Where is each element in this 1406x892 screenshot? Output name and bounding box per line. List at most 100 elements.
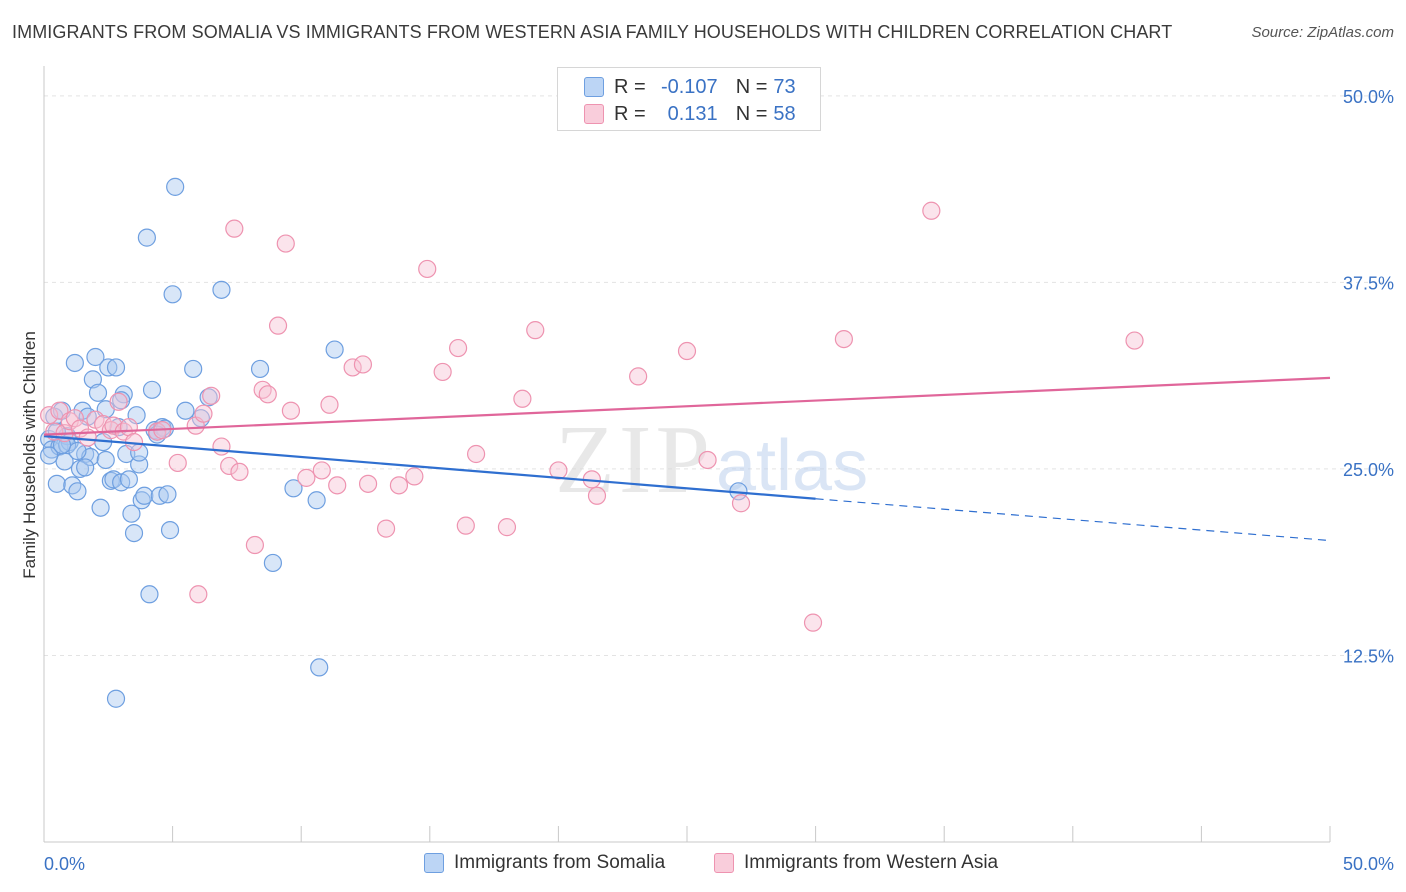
data-point-western-asia xyxy=(389,476,409,495)
data-point-somalia xyxy=(212,280,231,299)
data-point-somalia xyxy=(68,441,87,461)
legend-r-label: R = xyxy=(614,102,646,125)
data-point-western-asia xyxy=(353,355,373,374)
data-point-western-asia xyxy=(202,386,221,405)
legend-item-somalia[interactable]: Immigrants from Somalia xyxy=(424,852,665,874)
data-point-western-asia xyxy=(433,362,452,382)
data-point-somalia xyxy=(40,446,59,465)
legend-n-value-somalia: 73 xyxy=(773,75,796,98)
data-point-western-asia xyxy=(276,234,295,253)
x-tick-label-min: 0.0% xyxy=(44,854,85,874)
source-label: Source: ZipAtlas.com xyxy=(1251,24,1394,41)
data-point-somalia xyxy=(325,340,344,359)
data-point-western-asia xyxy=(220,456,239,476)
y-tick-label: 37.5% xyxy=(1343,273,1394,293)
data-point-western-asia xyxy=(698,450,717,470)
series-legend: Immigrants from Somalia Immigrants from … xyxy=(0,852,1406,878)
data-point-somalia xyxy=(166,177,185,196)
data-point-western-asia xyxy=(803,613,823,632)
legend-label-somalia: Immigrants from Somalia xyxy=(454,852,666,873)
trend-line-extension-somalia xyxy=(815,498,1331,542)
data-point-somalia xyxy=(68,482,87,501)
legend-row-somalia: R = -0.107 N = 73 xyxy=(558,73,796,101)
legend-n-label: N = xyxy=(735,75,768,98)
data-point-western-asia xyxy=(466,444,486,464)
legend-r-label: R = xyxy=(614,75,646,98)
data-point-western-asia xyxy=(40,406,59,425)
legend-r-value-somalia: -0.107 xyxy=(660,75,718,98)
data-point-western-asia xyxy=(189,585,208,604)
data-point-western-asia xyxy=(587,486,607,505)
y-tick-label: 12.5% xyxy=(1343,646,1394,666)
chart-title: IMMIGRANTS FROM SOMALIA VS IMMIGRANTS FR… xyxy=(12,22,1173,42)
data-point-somalia xyxy=(91,498,110,517)
data-point-somalia xyxy=(307,491,326,510)
data-point-western-asia xyxy=(212,437,231,456)
correlation-legend: R = -0.107 N = 73 R = 0.131 N = 58 xyxy=(557,67,821,131)
data-point-western-asia xyxy=(312,461,331,480)
watermark-zip: ZIP xyxy=(555,406,714,514)
data-point-western-asia xyxy=(281,401,301,420)
data-point-western-asia xyxy=(194,404,213,423)
data-point-somalia xyxy=(124,523,144,543)
legend-item-western-asia[interactable]: Immigrants from Western Asia xyxy=(714,852,998,874)
data-point-western-asia xyxy=(1125,331,1144,350)
data-point-somalia xyxy=(65,353,84,373)
data-point-somalia xyxy=(142,380,162,399)
data-point-western-asia xyxy=(456,516,475,535)
data-point-western-asia xyxy=(65,409,84,428)
data-point-somalia xyxy=(163,285,182,304)
data-point-western-asia xyxy=(497,518,517,537)
y-tick-labels: 50.0% 37.5% 25.0% 12.5% xyxy=(1343,87,1394,667)
data-point-somalia xyxy=(140,585,159,604)
data-point-somalia xyxy=(83,370,102,389)
data-point-somalia xyxy=(99,358,118,377)
data-point-western-asia xyxy=(328,476,347,495)
data-point-somalia xyxy=(250,359,270,379)
data-point-western-asia xyxy=(418,259,437,279)
data-point-somalia xyxy=(119,470,138,489)
trend-lines xyxy=(43,376,1331,542)
data-point-somalia xyxy=(96,450,115,470)
legend-row-western-asia: R = 0.131 N = 58 xyxy=(558,100,796,128)
legend-label-western-asia: Immigrants from Western Asia xyxy=(744,852,999,873)
legend-swatch-somalia-bottom xyxy=(424,853,444,873)
data-point-western-asia xyxy=(109,392,128,411)
trend-line-western-asia xyxy=(43,376,1331,436)
data-point-somalia xyxy=(135,486,154,505)
data-point-somalia xyxy=(63,476,82,495)
data-point-western-asia xyxy=(448,338,468,358)
data-point-somalia xyxy=(47,474,66,493)
data-point-somalia xyxy=(184,359,203,379)
data-point-western-asia xyxy=(225,219,244,238)
data-point-somalia xyxy=(150,486,169,505)
y-tick-label: 50.0% xyxy=(1343,87,1394,107)
data-point-somalia xyxy=(310,658,329,677)
data-point-somalia xyxy=(73,401,92,420)
x-tick-label-max: 50.0% xyxy=(1343,854,1394,874)
legend-swatch-western-asia-bottom xyxy=(714,853,734,873)
data-point-western-asia xyxy=(343,358,362,377)
data-point-somalia xyxy=(122,504,141,523)
data-point-somalia xyxy=(58,435,77,455)
legend-swatch-somalia xyxy=(584,77,604,97)
data-point-western-asia xyxy=(629,367,648,386)
data-point-western-asia xyxy=(104,416,123,435)
data-point-western-asia xyxy=(834,329,853,349)
gridlines xyxy=(44,95,1394,656)
data-point-western-asia xyxy=(677,341,697,361)
data-point-western-asia xyxy=(297,468,316,487)
legend-swatch-western-asia xyxy=(584,104,604,124)
data-point-western-asia xyxy=(230,462,249,482)
data-point-western-asia xyxy=(526,321,545,340)
data-point-western-asia xyxy=(60,412,79,431)
data-point-somalia xyxy=(86,347,105,367)
trend-line-somalia xyxy=(43,434,816,500)
data-point-somalia xyxy=(76,458,95,477)
data-point-western-asia xyxy=(245,535,265,555)
data-point-somalia xyxy=(263,553,283,573)
data-point-western-asia xyxy=(258,385,277,404)
data-point-somalia xyxy=(137,228,156,247)
data-point-western-asia xyxy=(320,395,339,414)
